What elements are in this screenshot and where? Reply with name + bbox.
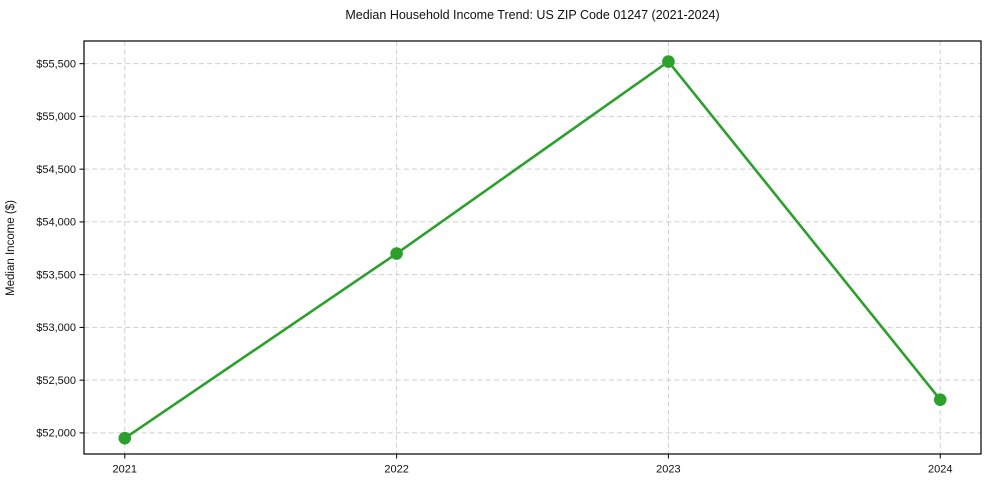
y-tick-label: $53,000 [36, 322, 76, 334]
y-tick-label: $52,000 [36, 428, 76, 440]
data-point [933, 393, 947, 406]
x-tick-label: 2022 [384, 464, 408, 476]
plot-border [83, 40, 982, 455]
y-tick-label: $54,500 [36, 164, 76, 176]
y-tick-label: $54,000 [36, 217, 76, 229]
x-tick-label: 2023 [656, 464, 680, 476]
income-trend-line [123, 60, 942, 440]
y-tick-label: $53,500 [36, 269, 76, 281]
y-tick-label: $55,500 [36, 58, 76, 70]
x-tick-label: 2021 [113, 464, 137, 476]
y-tick-label: $52,500 [36, 375, 76, 387]
y-tick-label: $55,000 [36, 111, 76, 123]
data-point [390, 247, 403, 260]
data-point [662, 55, 675, 68]
x-tick-label: 2024 [928, 464, 952, 476]
chart-title: Median Household Income Trend: US ZIP Co… [345, 8, 720, 22]
data-point [118, 431, 132, 445]
y-axis-label: Median Income ($) [5, 200, 17, 296]
